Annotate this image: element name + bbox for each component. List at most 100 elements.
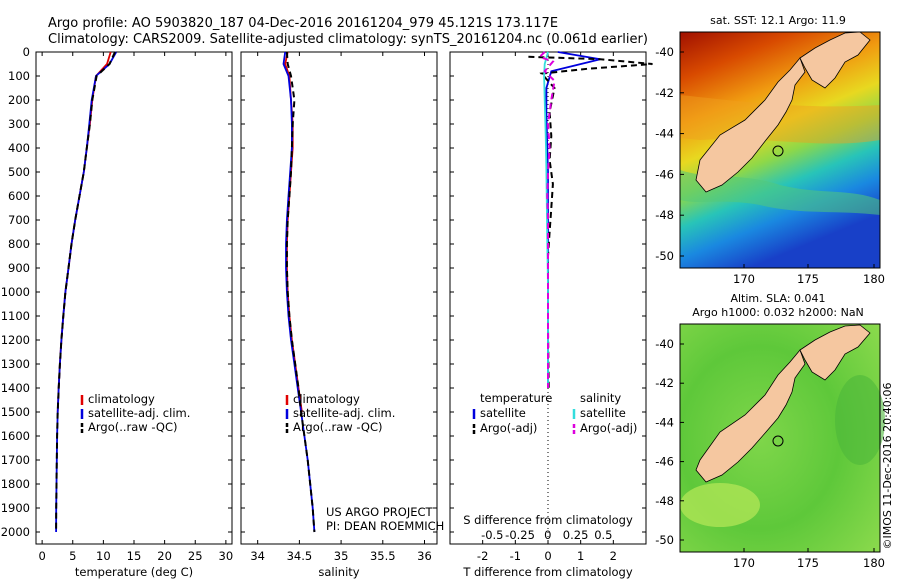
legend-label: Argo(-adj) (580, 421, 637, 435)
map-x-tick-label: 180 (863, 556, 885, 570)
salinity-panel: 34 34.5 35 35.5 36 salinity climatologysatelli… (240, 51, 438, 579)
x-tick-label: 34.5 (287, 549, 313, 563)
legend-label: climatology (293, 392, 360, 406)
s-tick-label: -0.25 (505, 528, 535, 542)
header-line-1: Argo profile: AO 5903820_187 04-Dec-2016… (48, 16, 558, 31)
depth-tick-label: 600 (8, 189, 30, 203)
depth-tick-label: 1200 (1, 333, 30, 347)
depth-tick-label: 1900 (1, 501, 30, 515)
legend-group-label: salinity (580, 391, 621, 405)
sla-low-patch (835, 375, 885, 465)
series-line (282, 51, 316, 533)
s-tick-label: 0 (544, 528, 551, 542)
sla-frame (679, 323, 881, 553)
map-y-tick-label: -42 (655, 376, 674, 390)
legend-label: Argo(-adj) (480, 421, 537, 435)
depth-tick-label: 400 (8, 141, 30, 155)
legend-label: satellite-adj. clim. (88, 406, 190, 420)
difference-panel: -2 -1 0 1 2 T difference from climatology S di… (449, 51, 653, 579)
panel-frame (240, 51, 438, 545)
x-tick-label: 1 (577, 549, 584, 563)
x-tick-label: 35.5 (370, 549, 396, 563)
imos-stamp: ©IMOS 11-Dec-2016 20:40:06 (881, 383, 894, 550)
x-axis-label: salinity (318, 565, 359, 579)
x-tick-label: 20 (157, 549, 172, 563)
depth-tick-label: 300 (8, 117, 30, 131)
x-tick-label: 36 (417, 549, 432, 563)
depth-tick-label: 200 (8, 93, 30, 107)
depth-tick-label: 1300 (1, 357, 30, 371)
map-x-tick-label: 170 (733, 556, 755, 570)
sst-front (680, 170, 880, 215)
sst-frame (679, 31, 881, 269)
s-tick-label: 0.25 (563, 528, 589, 542)
map-x-tick-label: 175 (797, 556, 819, 570)
legend-label: Argo(..raw -QC) (88, 420, 178, 434)
x-tick-label: -2 (477, 549, 488, 563)
x-tick-label: 5 (69, 549, 76, 563)
map-x-tick-label: 170 (733, 272, 755, 286)
x-axis-label: T difference from climatology (462, 565, 633, 579)
map-y-tick-label: -44 (655, 127, 674, 141)
series-line (545, 51, 601, 388)
legend-label: Argo(..raw -QC) (293, 420, 383, 434)
map-y-tick-label: -44 (655, 415, 674, 429)
x-tick-label: 15 (127, 549, 142, 563)
map-y-tick-label: -50 (655, 533, 674, 547)
series-line (55, 51, 116, 533)
sst-south-island (695, 57, 806, 193)
legend-group-label: temperature (480, 391, 552, 405)
x-axis-label: temperature (deg C) (75, 565, 193, 579)
depth-tick-label: 1600 (1, 429, 30, 443)
project-label: US ARGO PROJECT (326, 505, 434, 519)
depth-tick-label: 100 (8, 69, 30, 83)
sla-map-title-1: Altim. SLA: 0.041 (730, 292, 825, 305)
map-y-tick-label: -46 (655, 455, 674, 469)
x-tick-label: -1 (510, 549, 521, 563)
sst-map: sat. SST: 12.1 Argo: 11.9 170 175 180 -40 -4… (655, 14, 885, 286)
legend-label: satellite-adj. clim. (293, 406, 395, 420)
series-line (537, 51, 556, 388)
s-tick-label: -0.5 (481, 528, 503, 542)
series-line (285, 51, 316, 533)
s-tick-label: 0.5 (594, 528, 612, 542)
map-y-tick-label: -40 (655, 45, 674, 59)
x-tick-label: 35 (334, 549, 349, 563)
depth-tick-label: 500 (8, 165, 30, 179)
sla-map: Altim. SLA: 0.041 Argo h1000: 0.032 h200… (655, 292, 885, 570)
map-y-tick-label: -48 (655, 208, 674, 222)
pi-label: PI: DEAN ROEMMICH (326, 519, 444, 533)
sla-north-island (799, 324, 871, 381)
sla-map-title-2: Argo h1000: 0.032 h2000: NaN (692, 306, 864, 319)
legend-label: climatology (88, 392, 155, 406)
depth-tick-label: 900 (8, 261, 30, 275)
sla-axes: 170 175 180 -40 -42 -44 -46 -48 -50 (655, 337, 885, 570)
x-tick-label: 10 (96, 549, 111, 563)
sla-argo-marker (772, 435, 784, 447)
depth-tick-label: 1500 (1, 405, 30, 419)
map-y-tick-label: -50 (655, 249, 674, 263)
depth-tick-label: 1700 (1, 453, 30, 467)
depth-tick-label: 700 (8, 213, 30, 227)
s-axis-label: S difference from climatology (463, 513, 633, 527)
sst-north-island (799, 31, 871, 89)
depth-tick-label: 0 (23, 45, 30, 59)
map-y-tick-label: -46 (655, 167, 674, 181)
map-y-tick-label: -48 (655, 494, 674, 508)
map-y-tick-label: -42 (655, 86, 674, 100)
x-tick-label: 34 (250, 549, 265, 563)
depth-tick-label: 1400 (1, 381, 30, 395)
x-tick-label: 0 (38, 549, 45, 563)
legend-label: satellite (480, 406, 526, 420)
sst-argo-marker (772, 145, 784, 157)
depth-tick-label: 1800 (1, 477, 30, 491)
map-y-tick-label: -40 (655, 337, 674, 351)
sla-high-patch (680, 483, 760, 527)
depth-tick-label: 2000 (1, 525, 30, 539)
x-tick-label: 30 (219, 549, 234, 563)
depth-tick-label: 800 (8, 237, 30, 251)
x-tick-label: 25 (188, 549, 203, 563)
series-line (56, 51, 112, 413)
sla-south-island (695, 349, 806, 483)
